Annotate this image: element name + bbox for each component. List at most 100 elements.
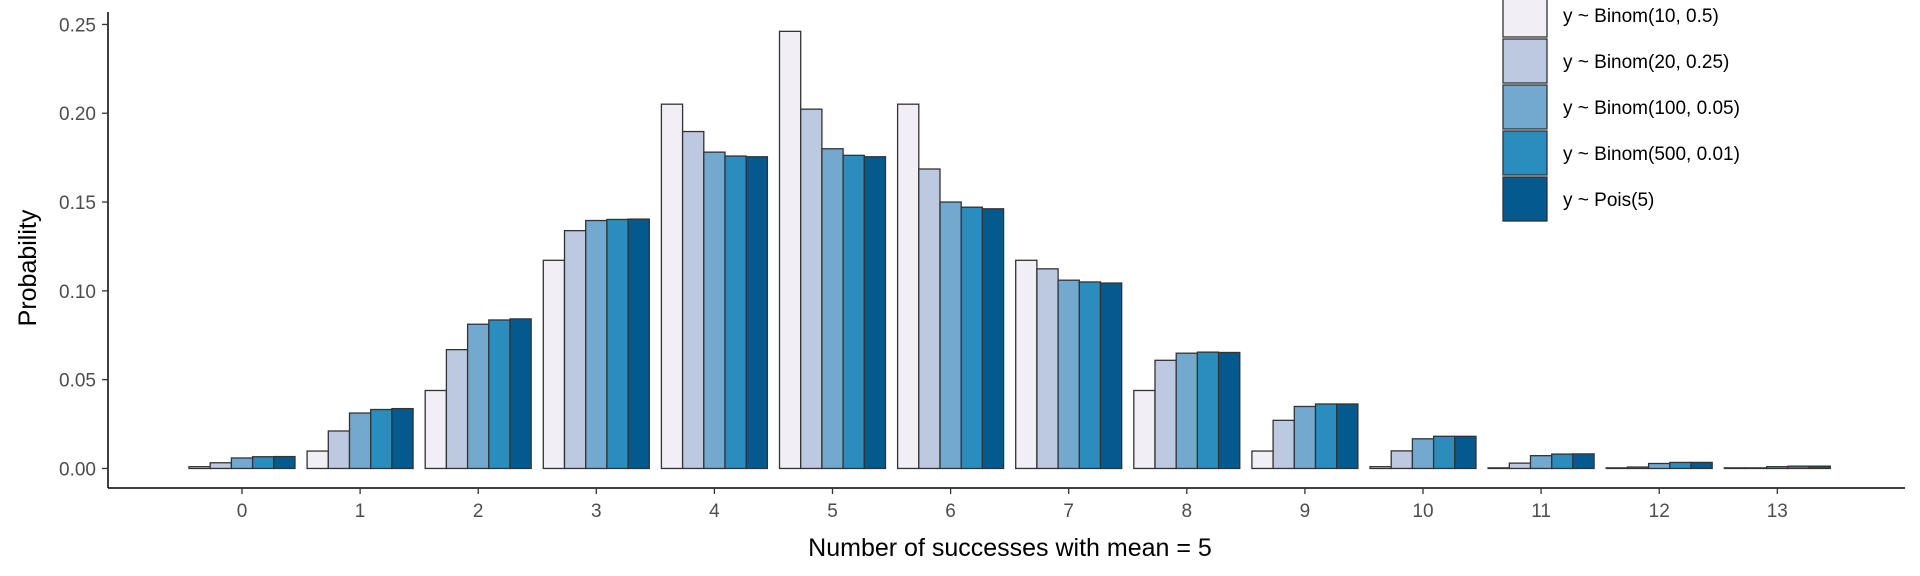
bar-2-series-0 — [424, 389, 448, 470]
x-tick-label: 9 — [1300, 501, 1311, 522]
bar-13-series-4 — [1808, 465, 1831, 470]
bar-4-series-1 — [681, 130, 705, 470]
bar-0-series-2 — [230, 457, 254, 470]
bar-8-series-3 — [1196, 351, 1220, 470]
legend-key-2 — [1502, 84, 1548, 130]
bar-5-series-1 — [800, 108, 823, 470]
legend-label-1: y ~ Binom(20, 0.25) — [1563, 52, 1729, 73]
bar-2-series-2 — [466, 323, 490, 470]
bar-1-series-1 — [327, 430, 351, 470]
x-tick-label: 12 — [1649, 501, 1670, 522]
x-tick-label: 3 — [591, 501, 602, 522]
bar-8-series-1 — [1154, 359, 1177, 470]
x-tick-label: 0 — [237, 501, 248, 522]
legend-key-0 — [1502, 0, 1548, 38]
bar-4-series-0 — [660, 103, 684, 470]
bar-7-series-0 — [1015, 259, 1038, 470]
bars-layer — [188, 30, 1831, 470]
y-tick-label: 0.25 — [59, 15, 96, 36]
y-tick-label: 0.20 — [59, 104, 96, 125]
bar-12-series-1 — [1626, 466, 1650, 470]
bar-3-series-1 — [563, 229, 587, 470]
bar-7-series-1 — [1036, 268, 1059, 470]
bar-12-series-3 — [1669, 461, 1692, 470]
bar-3-series-2 — [585, 219, 608, 470]
bar-1-series-3 — [370, 408, 393, 470]
legend-key-3 — [1502, 130, 1548, 176]
legend-label-0: y ~ Binom(10, 0.5) — [1563, 6, 1719, 27]
bar-2-series-1 — [445, 348, 469, 470]
bar-1-series-4 — [391, 407, 414, 470]
legend-label-4: y ~ Pois(5) — [1563, 190, 1654, 211]
legend-label-3: y ~ Binom(500, 0.01) — [1563, 144, 1740, 165]
bar-10-series-2 — [1411, 438, 1435, 470]
bar-6-series-2 — [939, 201, 962, 470]
bar-11-series-2 — [1529, 455, 1553, 470]
x-tick-label: 11 — [1531, 501, 1551, 522]
bar-4-series-3 — [724, 155, 747, 470]
bar-6-series-4 — [981, 208, 1005, 470]
legend-key-1 — [1502, 38, 1548, 84]
y-tick-label: 0.00 — [59, 459, 96, 480]
bar-13-series-2 — [1766, 466, 1789, 470]
x-tick-label: 13 — [1767, 501, 1788, 522]
x-tick-label: 5 — [827, 501, 838, 522]
bar-13-series-3 — [1787, 465, 1810, 470]
legend-key-4 — [1502, 176, 1548, 222]
bar-4-series-2 — [703, 151, 726, 470]
bar-9-series-4 — [1336, 403, 1359, 470]
x-axis-title: Number of successes with mean = 5 — [808, 534, 1212, 562]
x-tick-label: 2 — [473, 501, 484, 522]
y-axis-title: Probability — [14, 209, 42, 326]
bar-7-series-3 — [1078, 281, 1102, 470]
legend-label-2: y ~ Binom(100, 0.05) — [1563, 98, 1740, 119]
bar-11-series-4 — [1572, 453, 1595, 470]
y-tick-label: 0.10 — [59, 282, 96, 303]
bar-3-series-3 — [606, 218, 629, 470]
bar-0-series-4 — [273, 455, 296, 470]
bar-11-series-3 — [1551, 453, 1574, 470]
bar-13-series-0 — [1723, 467, 1747, 470]
bar-8-series-4 — [1217, 351, 1241, 470]
bar-9-series-1 — [1272, 419, 1295, 470]
bar-8-series-0 — [1133, 389, 1156, 470]
x-tick-label: 6 — [945, 501, 956, 522]
bar-9-series-2 — [1293, 405, 1317, 470]
bar-1-series-0 — [306, 450, 329, 470]
bar-4-series-4 — [745, 156, 769, 470]
legend: y ~ Binom(10, 0.5) y ~ Binom(20, 0.25) y ~… — [1502, 0, 1740, 222]
bar-1-series-2 — [348, 412, 372, 470]
bar-7-series-4 — [1099, 282, 1123, 470]
bar-0-series-3 — [251, 456, 275, 470]
bar-10-series-0 — [1369, 466, 1392, 470]
bar-6-series-3 — [960, 206, 984, 470]
bar-5-series-0 — [778, 30, 802, 470]
bar-12-series-4 — [1690, 461, 1713, 470]
bar-0-series-1 — [209, 462, 233, 470]
bar-8-series-2 — [1175, 352, 1199, 470]
x-tick-label: 4 — [709, 501, 720, 522]
bar-12-series-0 — [1605, 467, 1629, 470]
bar-0-series-0 — [188, 466, 211, 470]
x-tick-label: 10 — [1412, 501, 1433, 522]
bar-12-series-2 — [1647, 462, 1671, 470]
bar-3-series-4 — [627, 218, 650, 470]
bar-6-series-0 — [896, 103, 920, 470]
bar-2-series-4 — [509, 318, 532, 470]
bar-13-series-1 — [1744, 467, 1768, 470]
bar-11-series-0 — [1487, 467, 1510, 470]
x-tick-label: 8 — [1182, 501, 1193, 522]
bar-7-series-2 — [1057, 279, 1080, 470]
bar-9-series-0 — [1251, 450, 1274, 470]
bar-11-series-1 — [1508, 462, 1532, 470]
bar-6-series-1 — [918, 168, 941, 470]
bar-2-series-3 — [488, 319, 511, 470]
bar-5-series-3 — [842, 154, 865, 470]
axes-layer: 0.000.050.100.150.200.250 1 2 3 4 5 6 7 8 9 10 11 12… — [59, 12, 1905, 522]
bar-10-series-1 — [1390, 450, 1414, 470]
bar-5-series-4 — [863, 156, 887, 470]
x-tick-label: 1 — [355, 501, 366, 522]
y-tick-label: 0.15 — [59, 193, 96, 214]
